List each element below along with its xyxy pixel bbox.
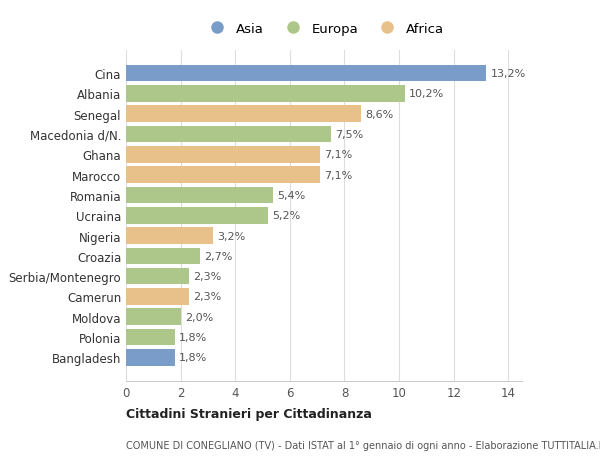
Text: 7,5%: 7,5%: [335, 129, 363, 140]
Text: 5,4%: 5,4%: [278, 190, 306, 201]
Bar: [126, 349, 175, 366]
Text: 2,0%: 2,0%: [185, 312, 213, 322]
Text: 2,7%: 2,7%: [204, 251, 232, 261]
Bar: [126, 146, 320, 163]
Text: 7,1%: 7,1%: [324, 170, 352, 180]
Bar: [126, 309, 181, 325]
Bar: [126, 329, 175, 346]
Text: Cittadini Stranieri per Cittadinanza: Cittadini Stranieri per Cittadinanza: [126, 407, 372, 420]
Bar: [126, 187, 274, 204]
Text: 2,3%: 2,3%: [193, 292, 221, 302]
Text: COMUNE DI CONEGLIANO (TV) - Dati ISTAT al 1° gennaio di ogni anno - Elaborazione: COMUNE DI CONEGLIANO (TV) - Dati ISTAT a…: [126, 440, 600, 450]
Bar: [126, 207, 268, 224]
Text: 5,2%: 5,2%: [272, 211, 301, 221]
Bar: [126, 289, 189, 305]
Bar: [126, 86, 404, 102]
Text: 7,1%: 7,1%: [324, 150, 352, 160]
Text: 10,2%: 10,2%: [409, 89, 444, 99]
Bar: [126, 66, 487, 82]
Text: 1,8%: 1,8%: [179, 353, 208, 363]
Text: 13,2%: 13,2%: [491, 69, 526, 79]
Text: 2,3%: 2,3%: [193, 272, 221, 281]
Bar: [126, 126, 331, 143]
Text: 8,6%: 8,6%: [365, 109, 393, 119]
Text: 3,2%: 3,2%: [217, 231, 246, 241]
Bar: [126, 106, 361, 123]
Bar: [126, 228, 214, 244]
Bar: [126, 248, 200, 264]
Text: 1,8%: 1,8%: [179, 332, 208, 342]
Legend: Asia, Europa, Africa: Asia, Europa, Africa: [199, 17, 449, 41]
Bar: [126, 167, 320, 184]
Bar: [126, 268, 189, 285]
